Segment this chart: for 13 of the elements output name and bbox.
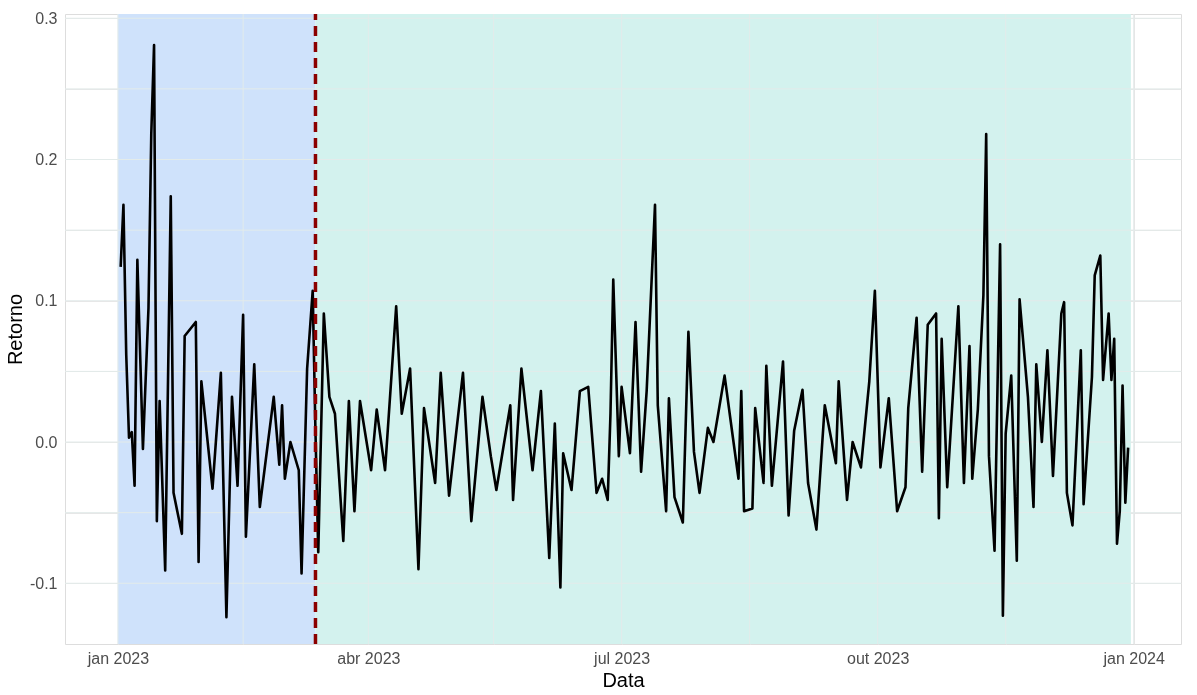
y-tick-label: 0.1 (35, 292, 58, 310)
x-axis-title: Data (602, 668, 646, 691)
y-tick-label: 0.3 (35, 9, 58, 27)
x-tick-label: jan 2023 (86, 649, 150, 667)
x-tick-label: out 2023 (847, 649, 910, 667)
x-tick-label: abr 2023 (337, 649, 401, 667)
y-tick-label: 0.0 (35, 433, 58, 451)
y-tick-label: 0.2 (35, 150, 58, 168)
x-tick-label: jul 2023 (593, 649, 651, 667)
line-series (119, 43, 1130, 619)
y-axis-title: Retorno (3, 293, 26, 366)
y-tick-label: -0.1 (29, 574, 58, 592)
x-tick-label: jan 2024 (1102, 649, 1165, 667)
